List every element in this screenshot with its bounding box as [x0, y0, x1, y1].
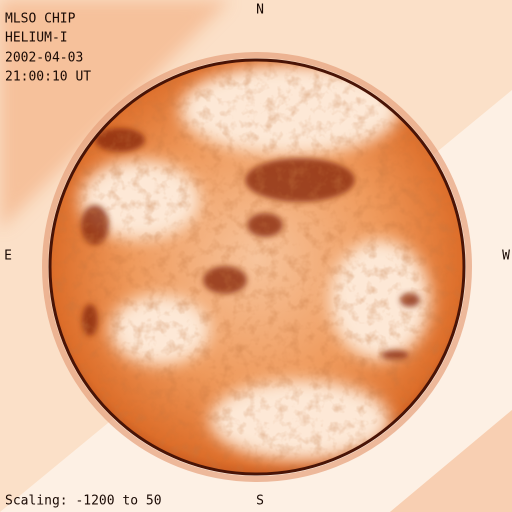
- limb: [48, 58, 466, 476]
- header-line: HELIUM-I: [5, 31, 68, 46]
- compass-east: E: [4, 249, 12, 264]
- background-corner: [390, 410, 512, 512]
- header-line: 2002-04-03: [5, 51, 83, 66]
- scaling-label: Scaling: -1200 to 50: [5, 494, 162, 509]
- solar-disk: [50, 60, 464, 474]
- header-line: MLSO CHIP: [5, 12, 76, 27]
- compass-north: N: [256, 3, 264, 18]
- compass-south: S: [256, 494, 264, 509]
- header-line: 21:00:10 UT: [5, 70, 91, 85]
- compass-west: W: [502, 249, 510, 264]
- corona-ring: [42, 52, 472, 482]
